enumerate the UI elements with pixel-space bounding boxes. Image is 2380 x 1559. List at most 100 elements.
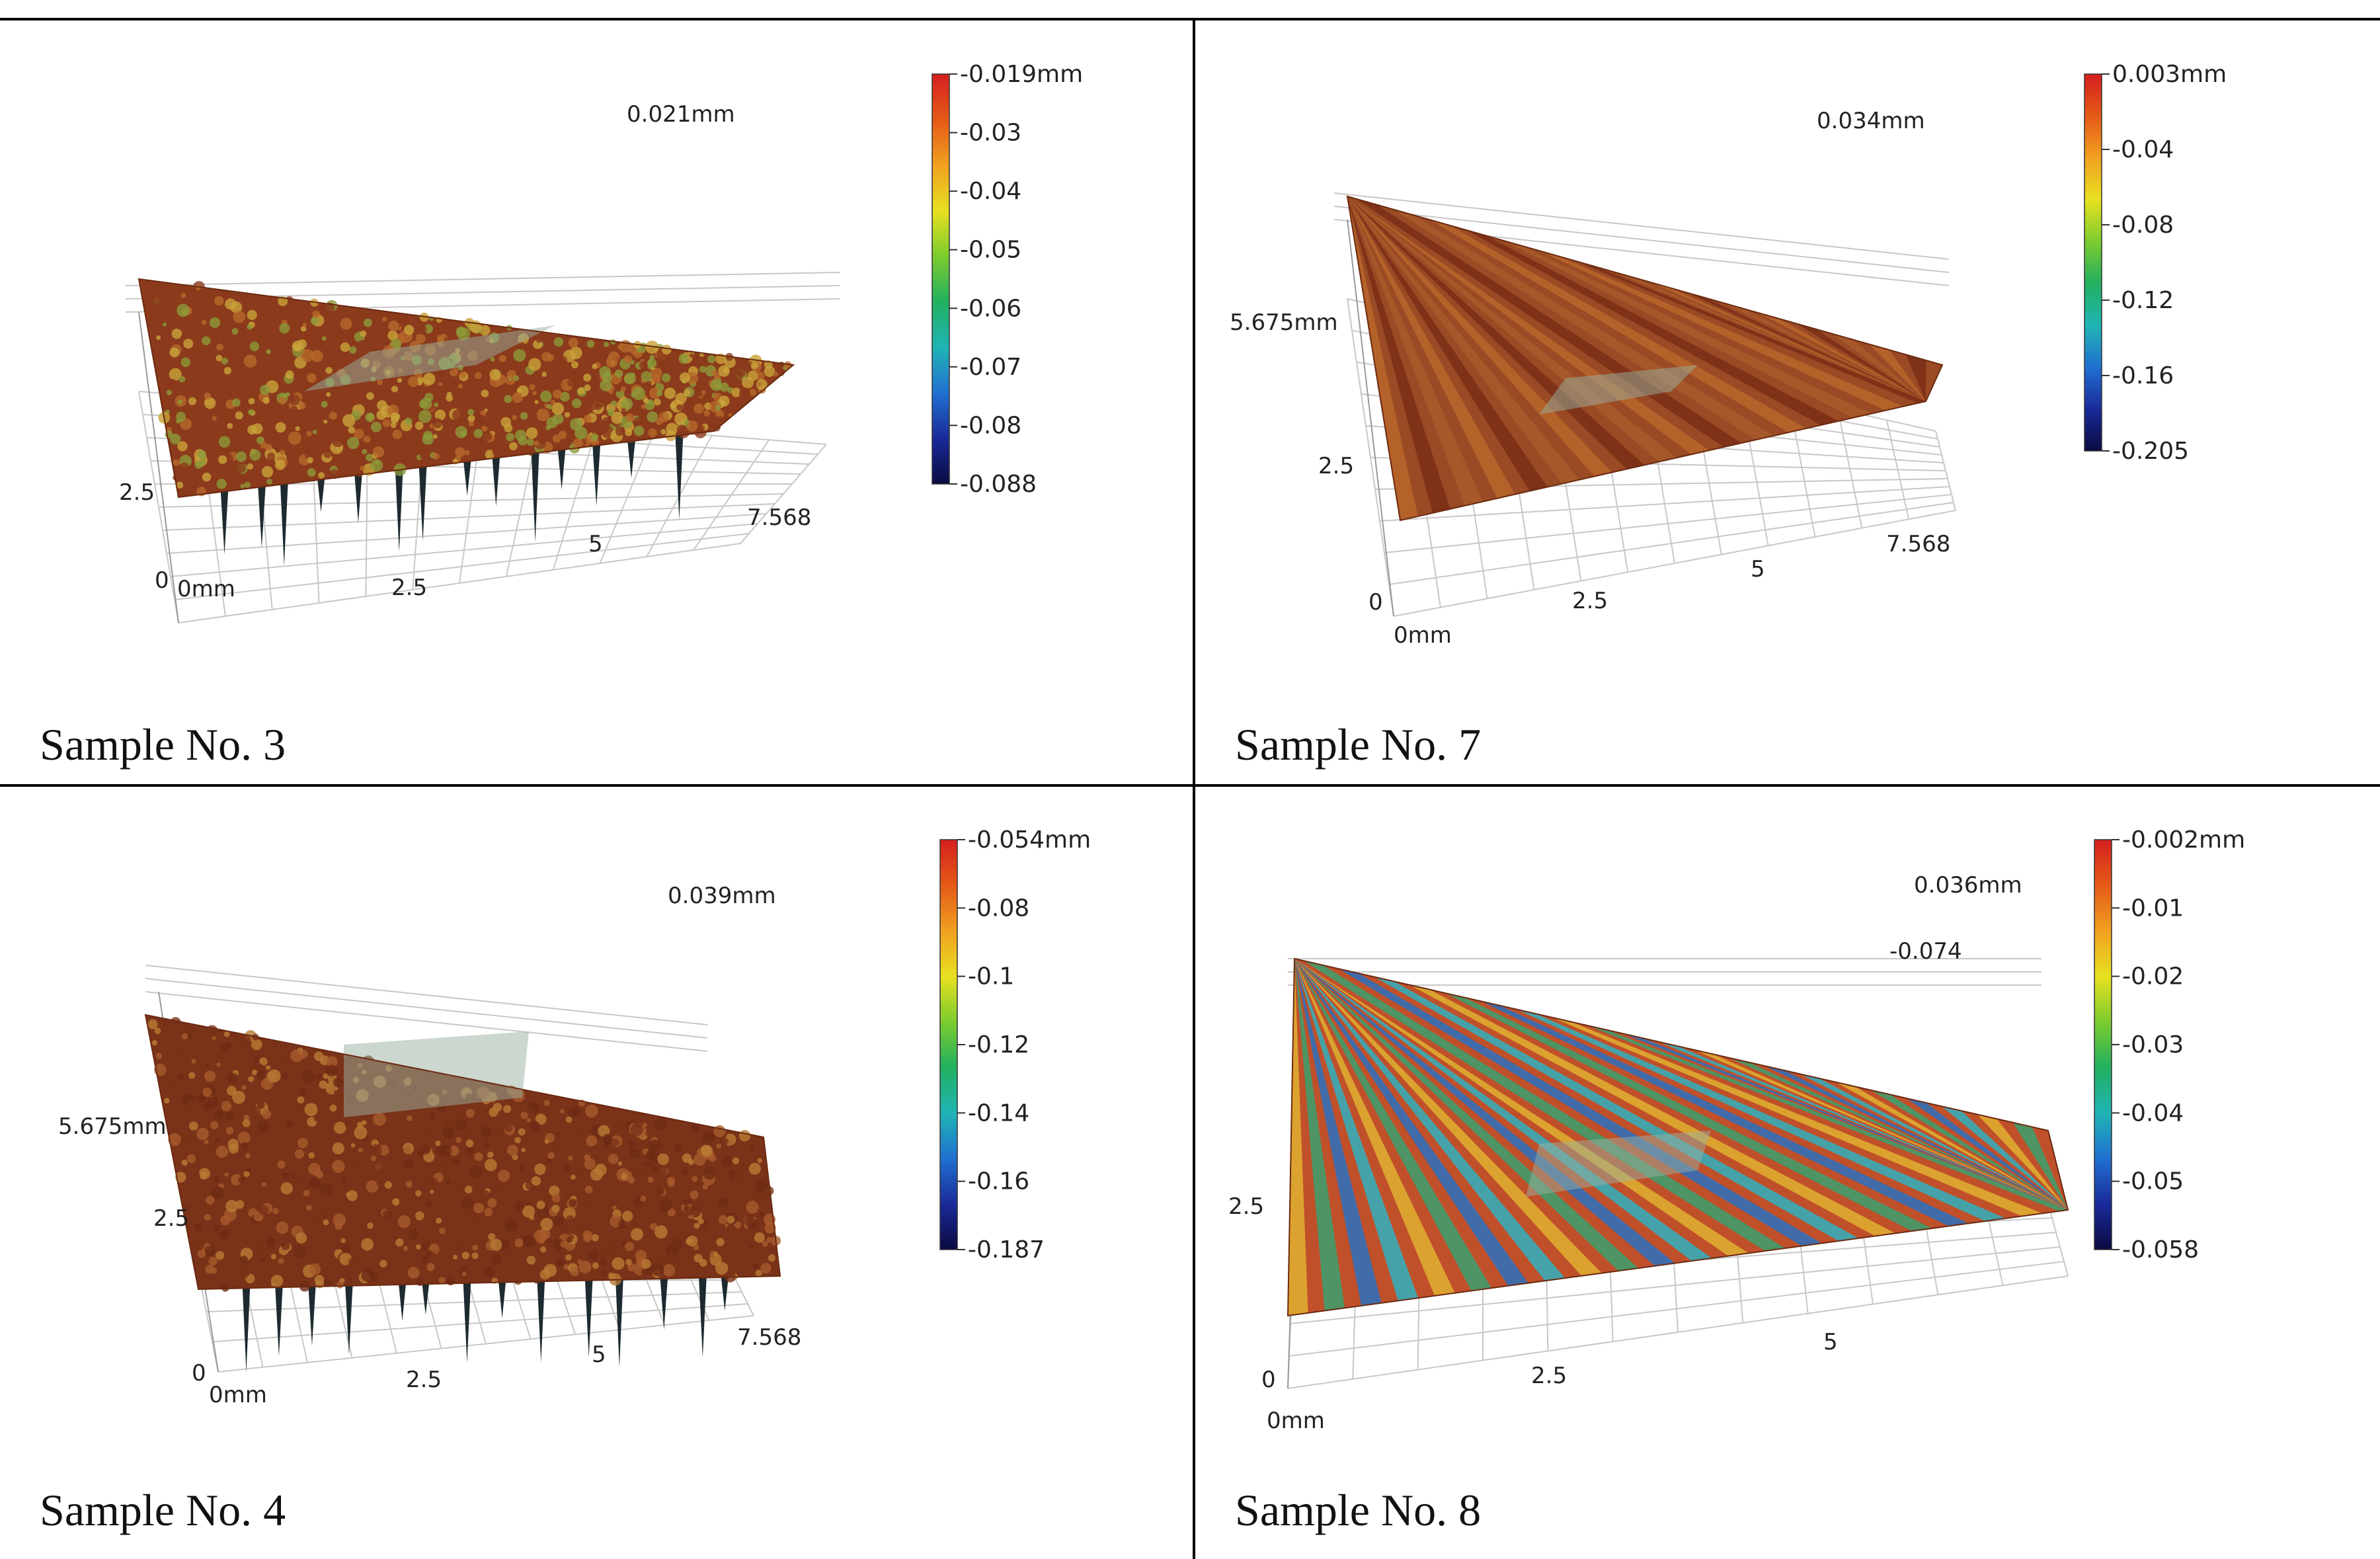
surface-mesh (1288, 959, 2068, 1316)
colorbar-label: -0.05 (960, 237, 1021, 264)
z-axis-line (138, 311, 179, 623)
colorbar-label: -0.019mm (960, 61, 1083, 88)
selection-patch (1526, 1131, 1711, 1197)
y-tick-2-5: 2.5 (153, 1205, 189, 1232)
surface-outline (138, 278, 795, 499)
y-tick-end: 5.675mm (1230, 309, 1338, 336)
y-tick-0: 0 (155, 567, 169, 594)
middle-rule (0, 784, 2380, 787)
back-wall-line (125, 272, 840, 286)
colorbar-label: -0.12 (968, 1031, 1029, 1059)
x-tick-2-5: 2.5 (406, 1367, 442, 1393)
surface-plot-sample-7: 0.034mm 0mm 2.5 5 7.568 0 2.5 5.675mm 0.003mm -0.… (1230, 61, 2227, 649)
axis-origin-label: 0mm (1267, 1408, 1325, 1434)
y-tick-2-5: 2.5 (119, 479, 155, 506)
z-top-label: 0.021mm (627, 101, 735, 128)
surface-spikes (220, 434, 684, 567)
y-tick-0: 0 (1261, 1367, 1276, 1393)
colorbar-label: -0.1 (968, 963, 1014, 990)
surface-plot-sample-8: 0.036mm-0.0740mm2.5502.5-0.002mm-0.01-0.… (1228, 826, 2245, 1434)
z-axis-line (1347, 219, 1394, 617)
colorbar-label: -0.01 (2122, 895, 2184, 922)
colorbar-label: -0.05 (2122, 1168, 2184, 1195)
z-second-label: -0.074 (1889, 938, 1962, 965)
x-tick-5: 5 (1823, 1329, 1838, 1355)
x-tick-2-5: 2.5 (391, 575, 427, 601)
colorbar: -0.002mm -0.01 -0.02 -0.03 -0.04 -0.05 -0.058 (2094, 826, 2245, 1263)
y-tick-0: 0 (1368, 589, 1383, 616)
back-wall-line (145, 991, 708, 1052)
caption-sample-3: Sample No. 3 (40, 719, 286, 770)
colorbar-label: -0.16 (2112, 362, 2174, 389)
center-divider (1193, 18, 1195, 1559)
back-wall-line (1333, 192, 1950, 260)
colorbar-label: -0.04 (2112, 136, 2174, 163)
colorbar-label: -0.088 (960, 471, 1037, 498)
colorbar: -0.054mm -0.08 -0.1 -0.12 -0.14 -0.16 -0.187 (939, 826, 1091, 1263)
colorbar-label: -0.14 (968, 1099, 1029, 1127)
surface-plot-sample-4: 0.039mm0mm2.557.56802.55.675mm-0.054mm-0… (58, 826, 1091, 1408)
back-wall-line (145, 965, 708, 1025)
colorbar-label: -0.06 (960, 295, 1021, 322)
colorbar-label: -0.058 (2122, 1236, 2199, 1263)
colorbar-label: -0.03 (960, 120, 1021, 147)
colorbar-gradient (932, 73, 950, 485)
x-tick-5: 5 (592, 1341, 606, 1368)
axis-origin-label: 0mm (209, 1382, 267, 1408)
x-tick-end: 7.568 (747, 504, 811, 531)
x-tick-2-5: 2.5 (1531, 1363, 1567, 1389)
y-tick-2-5: 2.5 (1318, 453, 1354, 479)
colorbar-label: -0.054mm (968, 826, 1091, 854)
colorbar-label: -0.205 (2112, 438, 2189, 465)
z-top-label: 0.034mm (1817, 108, 1925, 134)
axis-origin-label: 0mm (1394, 622, 1452, 649)
colorbar-gradient (939, 839, 958, 1250)
colorbar-label: -0.04 (960, 178, 1021, 205)
y-tick-end: 5.675mm (58, 1113, 167, 1140)
caption-sample-8: Sample No. 8 (1235, 1485, 1482, 1535)
caption-sample-4: Sample No. 4 (40, 1485, 286, 1535)
colorbar-label: -0.16 (968, 1168, 1029, 1195)
colorbar-label: -0.002mm (2122, 826, 2245, 854)
surface-outline (1346, 195, 1944, 522)
colorbar-gradient (2094, 839, 2112, 1250)
surface-spikes (242, 1274, 729, 1373)
y-tick-2-5: 2.5 (1228, 1193, 1264, 1220)
colorbar-label: -0.08 (2112, 212, 2174, 239)
panel-sample-3: 0.021mm 0mm 2.5 5 7.568 0 2.5 -0.019mm -0.03 -0.0… (0, 21, 1183, 788)
colorbar-gradient (2084, 73, 2102, 452)
x-tick-5: 5 (1751, 556, 1765, 582)
colorbar-label: -0.12 (2112, 287, 2174, 314)
colorbar-label: 0.003mm (2112, 61, 2227, 88)
surface-outline (144, 1014, 781, 1291)
x-tick-2-5: 2.5 (1572, 588, 1608, 614)
z-top-label: 0.036mm (1914, 872, 2022, 899)
back-wall-line (1333, 206, 1950, 273)
colorbar-label: -0.08 (968, 895, 1029, 922)
axis-origin-label: 0mm (177, 576, 235, 602)
surface-mesh (1347, 196, 1942, 520)
x-tick-5: 5 (588, 531, 603, 557)
surface-mesh (145, 1015, 781, 1292)
top-rule (0, 18, 2380, 20)
colorbar-label: -0.187 (968, 1236, 1045, 1263)
y-tick-0: 0 (192, 1360, 206, 1386)
panel-sample-8: 0.036mm -0.074 0mm 2.5 5 0 2.5 -0.002mm -0.01 -0.… (1195, 787, 2379, 1554)
colorbar-label: -0.03 (2122, 1031, 2184, 1059)
selection-patch (344, 1031, 529, 1117)
back-wall-line (145, 978, 708, 1039)
colorbar-label: -0.08 (960, 412, 1021, 439)
x-tick-end: 7.568 (1886, 531, 1950, 557)
panel-sample-7: 0.034mm 0mm 2.5 5 7.568 0 2.5 5.675mm 0.003mm -0.… (1195, 21, 2379, 788)
selection-patch (1539, 365, 1698, 415)
x-tick-end: 7.568 (737, 1324, 801, 1351)
surface-outline (1287, 957, 2069, 1317)
z-top-label: 0.039mm (668, 883, 776, 909)
selection-patch (304, 325, 555, 391)
colorbar-label: -0.07 (960, 354, 1021, 381)
colorbar-label: -0.04 (2122, 1099, 2184, 1127)
panel-sample-4: 0.039mm 0mm 2.5 5 7.568 0 2.5 5.675mm -0.054mm -0… (0, 787, 1183, 1554)
colorbar: -0.019mm -0.03 -0.04 -0.05 -0.06 -0.07 -0.08 -0… (932, 61, 1083, 498)
colorbar-label: -0.02 (2122, 963, 2184, 990)
